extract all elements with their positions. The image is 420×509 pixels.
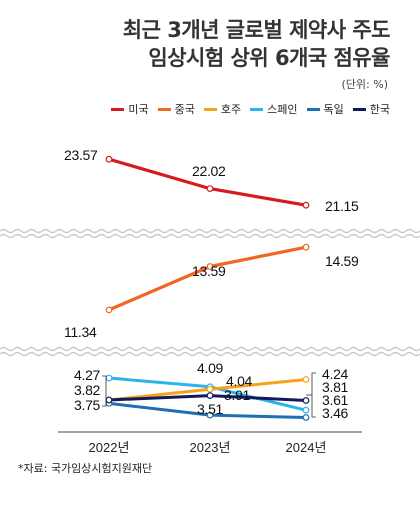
- data-point-china-1: [206, 263, 214, 270]
- chart-title-line1: 최근 3개년 글로벌 제약사 주도: [122, 18, 391, 42]
- data-label-china-0: 11.34: [64, 324, 97, 340]
- data-point-china-0: [105, 306, 113, 314]
- data-label-korea-2: 3.81: [322, 379, 349, 395]
- data-label-usa-0: 23.57: [64, 147, 98, 163]
- legend-swatch-korea: [352, 107, 366, 111]
- data-label-usa-1: 22.02: [192, 163, 226, 179]
- data-point-germany-2: [302, 414, 310, 421]
- data-label-australia-2: 4.24: [322, 366, 349, 382]
- data-point-germany-1: [206, 411, 214, 419]
- legend-swatch-usa: [111, 107, 125, 111]
- label-bracket-right: [311, 372, 316, 418]
- data-point-usa-1: [206, 185, 214, 193]
- unit-label: (단위: %): [341, 78, 388, 91]
- legend-item-china: 중국: [157, 101, 195, 117]
- axis-break-wave-2: [0, 346, 420, 352]
- legend-item-australia: 호주: [203, 101, 242, 117]
- series-lines: [107, 157, 308, 419]
- axis-break-marks: [0, 228, 420, 357]
- data-label-china-2: 14.59: [325, 253, 359, 269]
- data-labels: 23.5722.0221.1511.3413.5914.594.273.823.…: [64, 147, 359, 421]
- legend-swatch-germany: [306, 107, 320, 111]
- data-point-australia-2: [302, 376, 310, 383]
- data-label-germany-0: 3.75: [74, 397, 101, 413]
- legend-label-australia: 호주: [220, 103, 242, 116]
- data-point-korea-1: [206, 392, 214, 400]
- x-tick-label-2: 2024년: [286, 440, 327, 455]
- data-label-australia-1: 4.04: [226, 373, 253, 389]
- data-point-korea-0: [105, 396, 113, 404]
- legend-swatch-china: [157, 107, 171, 111]
- chart-title-line2: 임상시험 상위 6개국 점유율: [148, 46, 390, 70]
- data-label-korea-1: 3.91: [224, 387, 251, 403]
- legend-item-korea: 한국: [352, 101, 390, 117]
- axis-break-wave-1: [0, 233, 420, 239]
- legend-swatch-australia: [203, 107, 217, 111]
- data-points: [105, 155, 310, 421]
- data-point-china-2: [302, 243, 310, 251]
- source-note: *자료: 국가임상시험지원재단: [18, 462, 153, 475]
- data-label-spain-1: 4.09: [197, 360, 224, 376]
- legend-label-germany: 독일: [323, 103, 344, 116]
- legend-label-usa: 미국: [128, 103, 149, 116]
- data-label-australia-0: 3.82: [74, 382, 101, 398]
- label-bracket-left: [102, 375, 107, 407]
- legend-item-usa: 미국: [111, 101, 149, 117]
- data-label-spain-2: 3.61: [322, 392, 349, 408]
- x-tick-label-0: 2022년: [89, 440, 130, 455]
- data-point-usa-0: [105, 155, 113, 163]
- data-label-china-1: 13.59: [192, 263, 226, 279]
- legend-label-korea: 한국: [369, 103, 390, 116]
- data-point-australia-1: [206, 385, 214, 393]
- data-label-usa-2: 21.15: [325, 198, 359, 214]
- data-label-spain-0: 4.27: [74, 367, 101, 383]
- axis-break-wave-0: [0, 228, 420, 234]
- legend-swatch-spain: [250, 107, 264, 111]
- data-point-usa-2: [302, 201, 310, 209]
- data-point-korea-2: [302, 397, 310, 404]
- x-tick-label-1: 2023년: [190, 440, 231, 455]
- data-point-spain-2: [302, 406, 310, 414]
- legend-item-germany: 독일: [306, 101, 344, 117]
- legend-item-spain: 스페인: [250, 101, 298, 117]
- data-label-germany-1: 3.51: [197, 401, 224, 417]
- data-label-germany-2: 3.46: [322, 405, 349, 421]
- legend-label-china: 중국: [174, 103, 195, 116]
- legend: 미국 중국 호주 스페인 독일 한국: [111, 101, 390, 117]
- axis-break-wave-3: [0, 351, 420, 357]
- data-point-spain-0: [105, 374, 113, 382]
- legend-label-spain: 스페인: [267, 103, 298, 116]
- x-axis: 2022년 2023년 2024년: [58, 431, 362, 455]
